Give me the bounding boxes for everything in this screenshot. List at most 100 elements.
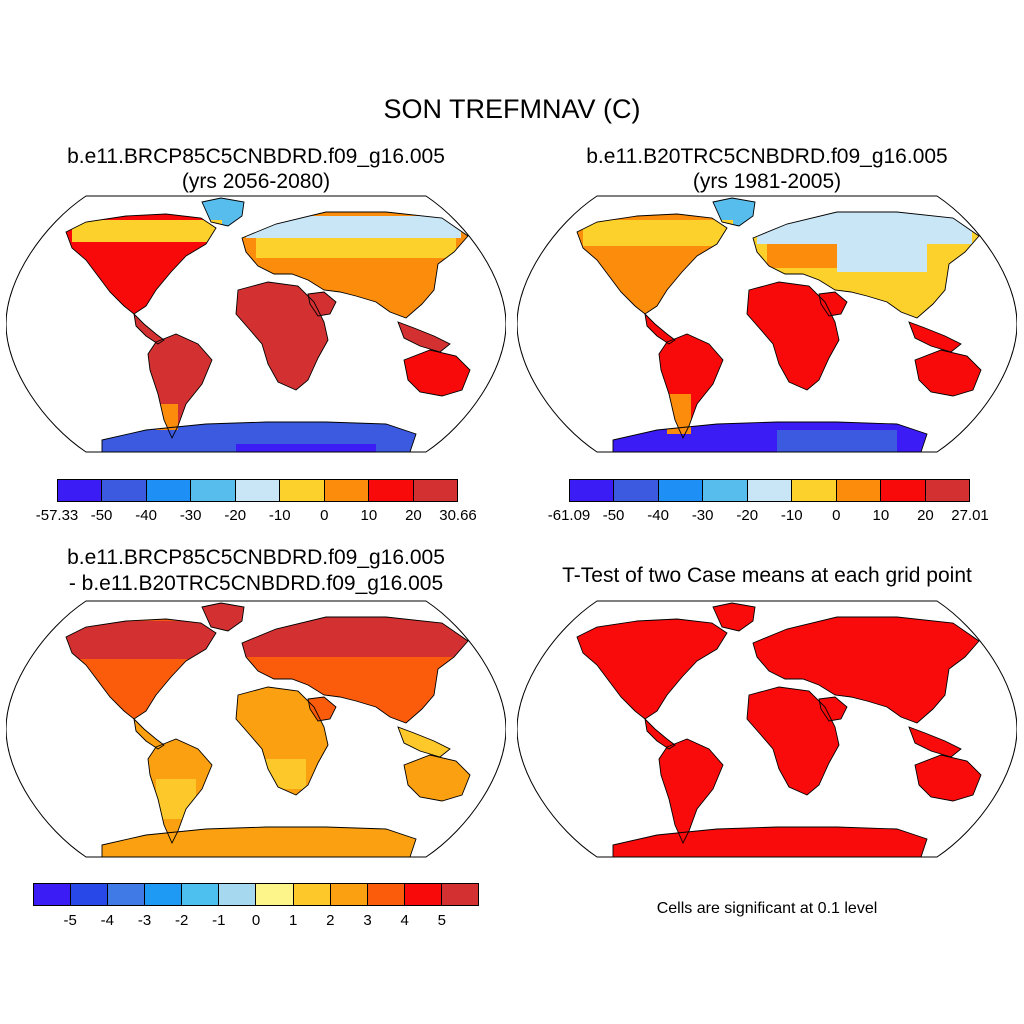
colorbar-tick-label: -10 [268,507,291,524]
main-title: SON TREFMNAV (C) [383,94,641,124]
coastline-greenland [201,197,245,227]
colorbar-tick-label: 10 [360,507,378,524]
colorbar-tick-label: 3 [363,912,372,929]
landmass-africa [236,282,328,390]
landmass-seAsia [398,322,450,352]
coastline-centralAmerica [644,312,676,345]
coastline-arabia [307,291,337,317]
colorbar-case2 [569,479,970,502]
colorbar-tick-label: 30.66 [439,507,477,524]
temperature-region [246,216,461,238]
colorbar-tick-label: -40 [135,507,157,524]
colorbar-tick-label: -30 [691,507,714,524]
colorbar-box [791,480,836,501]
colorbar-box [279,480,324,501]
landmass-arabia [819,292,847,316]
colorbar-box [702,480,747,501]
landmass-australia [915,350,981,396]
coastline-eurasia [752,211,980,319]
colorbar-box [329,884,367,905]
map-case1-future [6,195,506,453]
coastline-arabia [818,696,848,722]
map-border [517,600,1017,858]
coastline-arabia [818,291,848,317]
colorbar-tick-label: 20 [405,507,422,524]
colorbar-tick-label: 27.01 [951,507,989,524]
colorbar-tick-label: 0 [251,912,261,929]
colorbar-case1 [57,479,458,502]
temperature-region [66,621,216,659]
colorbar-box [368,480,413,501]
colorbar-box [403,884,441,905]
coastline-centralAmerica [133,717,165,750]
colorbar-difference [33,883,479,906]
colorbar-box [34,884,71,905]
colorbar-box [613,480,658,501]
colorbar-box [924,480,969,501]
coastline-northAmerica [576,213,728,315]
coastline-eurasia [752,616,980,724]
coastline-antarctica [612,826,928,857]
temperature-region [72,220,222,242]
landmass-arabia [308,697,336,721]
colorbar-box [144,884,182,905]
colorbar-box [570,480,614,501]
panel2-title-line2: (yrs 1981-2005) [692,170,842,193]
temperature-region [236,444,376,452]
coastline-africa [235,281,329,391]
colorbar-tick-label: -20 [224,507,247,524]
landmass-arabia [819,697,847,721]
colorbar-box [58,480,102,501]
landmass-antarctica [613,827,927,857]
panel2-title-line1: b.e11.B20TRC5CNBDRD.f09_g16.005 [586,145,948,168]
colorbar-tick-label: -5 [63,912,77,929]
landmass-seAsia [398,727,450,757]
colorbar-tick-label: 0 [832,507,841,524]
landmass-greenland [713,198,755,226]
coastline-australia [914,349,982,397]
coastline-australia [403,349,471,397]
colorbar-box [145,480,191,501]
coastline-eurasia [241,211,469,319]
landmass-eurasia [753,617,979,723]
landmass-australia [404,755,470,801]
coastline-southAmerica [658,333,724,440]
coastline-southAmerica [147,738,213,845]
coastline-africa [746,281,840,391]
map-ttest-significance [517,600,1017,858]
colorbar-box [323,480,369,501]
landmass-greenland [202,198,244,226]
coastline-seAsia [397,726,451,758]
landmass-antarctica [102,827,416,857]
colorbar-box [292,884,330,905]
coastline-northAmerica [576,618,728,720]
colorbar-box [190,480,235,501]
colorbar-box [255,884,293,905]
panel3-title-line2: - b.e11.B20TRC5CNBDRD.f09_g16.005 [68,572,444,595]
colorbar-box [440,884,478,905]
temperature-region [306,258,426,274]
panel1-title-line2: (yrs 2056-2080) [181,170,331,193]
coastline-southAmerica [658,738,724,845]
colorbar-box [70,884,108,905]
colorbar-tick-label: 4 [400,912,409,929]
colorbar-tick-label: 10 [872,507,890,524]
colorbar-tick-label: 20 [917,507,934,524]
landmass-australia [404,350,470,396]
colorbar-box [412,480,457,501]
landmass-seAsia [909,727,961,757]
coastline-africa [235,686,329,796]
coastline-antarctica [101,826,417,857]
coastline-seAsia [908,726,962,758]
colorbar-tick-label: -57.33 [35,507,79,524]
colorbar-box [234,480,280,501]
coastline-antarctica [101,421,417,452]
map-difference [6,600,506,858]
colorbar-tick-label: -50 [90,507,113,524]
colorbar-box [218,884,256,905]
coastline-southAmerica [147,333,213,440]
coastline-africa [746,686,840,796]
colorbar-box [746,480,792,501]
panel4-title: T-Test of two Case means at each grid po… [562,564,972,587]
colorbar-tick-label: -50 [602,507,625,524]
